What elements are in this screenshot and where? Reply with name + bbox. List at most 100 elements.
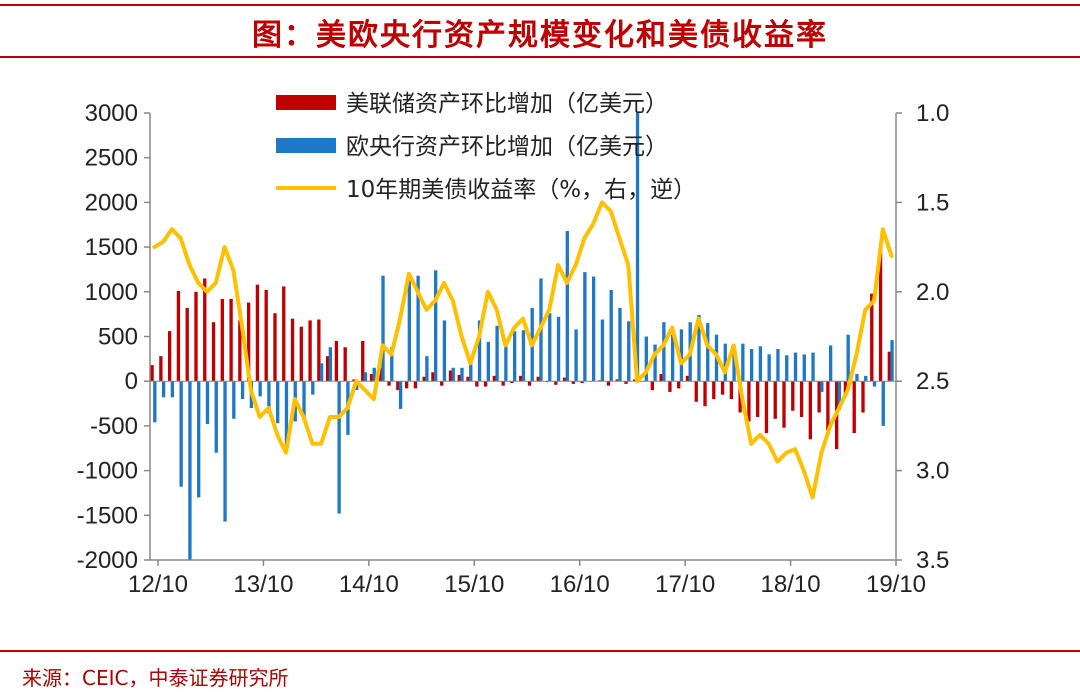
fed-bar xyxy=(878,245,883,382)
ecb-bar xyxy=(425,356,429,382)
x-tick-label: 18/10 xyxy=(761,571,821,598)
fed-bar xyxy=(413,381,418,389)
ecb-bar xyxy=(390,347,394,382)
ecb-bar xyxy=(284,381,289,451)
ecb-bar xyxy=(267,381,271,414)
left-tick-label: 1500 xyxy=(85,234,138,261)
ecb-bar xyxy=(188,381,192,560)
fed-bar xyxy=(606,381,611,386)
fed-bar xyxy=(387,381,391,386)
fed-bar xyxy=(808,381,812,440)
fed-bar xyxy=(325,356,330,382)
x-tick-label: 15/10 xyxy=(444,571,504,598)
right-tick-label: 3.5 xyxy=(916,547,949,574)
fed-bar xyxy=(668,381,672,392)
legend-label-yield: 10年期美债收益率（%，右，逆） xyxy=(346,177,696,203)
ecb-bar xyxy=(864,375,868,382)
left-tick-label: 1000 xyxy=(85,279,138,306)
x-tick-label: 14/10 xyxy=(339,571,399,598)
ecb-bar xyxy=(644,336,648,382)
ecb-bar xyxy=(741,343,745,382)
ecb-bar xyxy=(890,340,894,382)
ecb-bar xyxy=(398,381,403,409)
legend: 美联储资产环比增加（亿美元） 欧央行资产环比增加（亿美元） 10年期美债收益率（… xyxy=(276,91,696,203)
ecb-bar xyxy=(214,381,218,453)
axes: 3000 2500 2000 1500 1000 500 0 -500 -1000 -1500 -2… xyxy=(77,100,950,598)
title-bottom-rule xyxy=(0,56,1080,58)
ecb-bar xyxy=(706,323,710,382)
fed-bar xyxy=(369,374,374,382)
fed-bar xyxy=(729,381,734,400)
x-tick-label: 19/10 xyxy=(866,571,926,598)
ecb-bar xyxy=(609,290,613,382)
ecb-bar xyxy=(679,329,684,382)
left-tick-label: 2500 xyxy=(85,145,138,172)
ecb-bar xyxy=(240,381,245,400)
ecb-bar xyxy=(170,381,175,398)
fed-bar xyxy=(633,379,637,382)
fed-bar xyxy=(457,374,461,382)
ecb-bar xyxy=(258,381,262,397)
fed-bar xyxy=(870,293,874,382)
fed-bar xyxy=(694,381,698,402)
fed-bar xyxy=(703,381,707,407)
ecb-bar xyxy=(197,381,201,498)
fed-bar xyxy=(334,340,339,382)
ecb-bar xyxy=(697,315,701,382)
fed-bar xyxy=(440,381,444,386)
fed-bar xyxy=(861,381,865,413)
right-tick-label: 3.0 xyxy=(916,458,949,485)
ecb-bar xyxy=(600,319,605,382)
page-title: 图：美欧央行资产规模变化和美债收益率 xyxy=(252,18,828,53)
fed-bar xyxy=(229,298,233,382)
fed-bar xyxy=(791,381,795,411)
ecb-bar xyxy=(416,275,420,382)
fed-bar xyxy=(361,340,365,382)
fed-bar xyxy=(624,381,628,384)
ecb-bar xyxy=(811,352,815,382)
ecb-bar xyxy=(434,270,438,382)
ecb-bar xyxy=(311,381,315,395)
fed-bar xyxy=(562,377,567,382)
chart: 3000 2500 2000 1500 1000 500 0 -500 -1000 -1500 -2… xyxy=(77,91,950,598)
source-note: 来源：CEIC，中泰证券研究所 xyxy=(22,666,289,690)
fed-bar xyxy=(756,381,760,417)
left-tick-label: 2000 xyxy=(85,189,138,216)
left-tick-label: -1500 xyxy=(77,502,138,529)
ecb-bar xyxy=(469,359,473,382)
fed-bar xyxy=(255,284,260,382)
fed-bar xyxy=(431,372,435,382)
legend-swatch-fed xyxy=(276,95,336,110)
fed-bar xyxy=(519,375,523,382)
fed-bar xyxy=(527,381,532,386)
fed-bar xyxy=(510,381,514,383)
ecb-bar xyxy=(828,345,833,382)
ecb-bar xyxy=(302,381,306,417)
ecb-bar xyxy=(793,352,798,382)
ecb-bar xyxy=(205,381,210,425)
ecb-bar xyxy=(776,349,780,382)
fed-bar xyxy=(404,381,409,389)
ecb-bar xyxy=(785,355,789,382)
ecb-bar xyxy=(574,329,578,382)
fed-bar xyxy=(799,381,804,417)
left-tick-label: -1000 xyxy=(77,458,138,485)
fed-bar xyxy=(887,351,891,382)
ecb-bar xyxy=(670,334,675,382)
fed-bar xyxy=(852,381,856,434)
ecb-bar xyxy=(381,275,385,382)
fed-bar xyxy=(712,381,716,400)
fed-bar xyxy=(317,319,321,382)
legend-label-fed: 美联储资产环比增加（亿美元） xyxy=(346,91,668,117)
fed-bar xyxy=(659,374,663,382)
right-tick-label: 2.5 xyxy=(916,368,949,395)
ecb-bar xyxy=(653,344,657,382)
ecb-bar xyxy=(521,330,526,382)
x-tick-label: 13/10 xyxy=(233,571,293,598)
fed-bar xyxy=(747,381,751,422)
fed-bar xyxy=(843,381,848,395)
yield-line xyxy=(152,200,894,500)
title-top-rule xyxy=(0,4,1080,6)
x-tick-label: 16/10 xyxy=(550,571,610,598)
fed-bar xyxy=(290,318,295,382)
